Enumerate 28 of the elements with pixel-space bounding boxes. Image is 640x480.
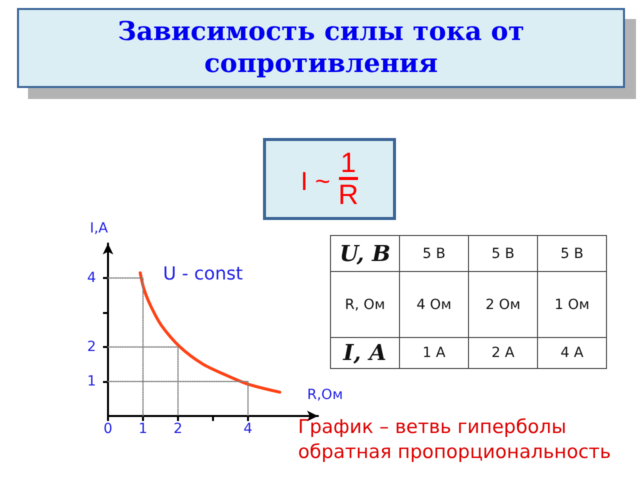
text: I ~ <box>300 166 330 196</box>
y-tick-label: 2 <box>87 339 96 355</box>
category-label: I, А <box>343 340 387 366</box>
annotation: График – ветвь гиперболы <box>298 415 568 440</box>
category-label: U, В <box>339 240 391 266</box>
y-tick-label: 4 <box>87 270 96 286</box>
text: 4 Ом <box>416 296 452 312</box>
text: 1 <box>338 146 358 180</box>
x-tick-label: 2 <box>174 421 182 437</box>
text: R <box>338 178 358 210</box>
y-tick-label: 1 <box>87 374 96 390</box>
text: обратная пропорциональность <box>298 440 611 465</box>
x-tick-label: 1 <box>138 421 148 437</box>
text: 2 Ом <box>486 296 520 312</box>
chart-title: Зависимость силы тока от сопротивления <box>116 16 526 80</box>
x-tick-label: 4 <box>244 421 253 437</box>
text: 5 В <box>492 246 514 262</box>
text: 1 Ом <box>554 296 590 312</box>
annotation: U - const <box>163 264 243 284</box>
text: 5 В <box>422 246 446 262</box>
y-axis-title: I,A <box>90 220 108 236</box>
x-axis-title: R,Ом <box>307 387 343 403</box>
x-tick-label: 0 <box>104 421 112 437</box>
text: 2 А <box>492 345 514 361</box>
text: 4 А <box>560 345 584 361</box>
text: 1 А <box>422 345 446 361</box>
category-label: R, Ом <box>344 296 386 312</box>
text: 5 В <box>560 246 584 262</box>
